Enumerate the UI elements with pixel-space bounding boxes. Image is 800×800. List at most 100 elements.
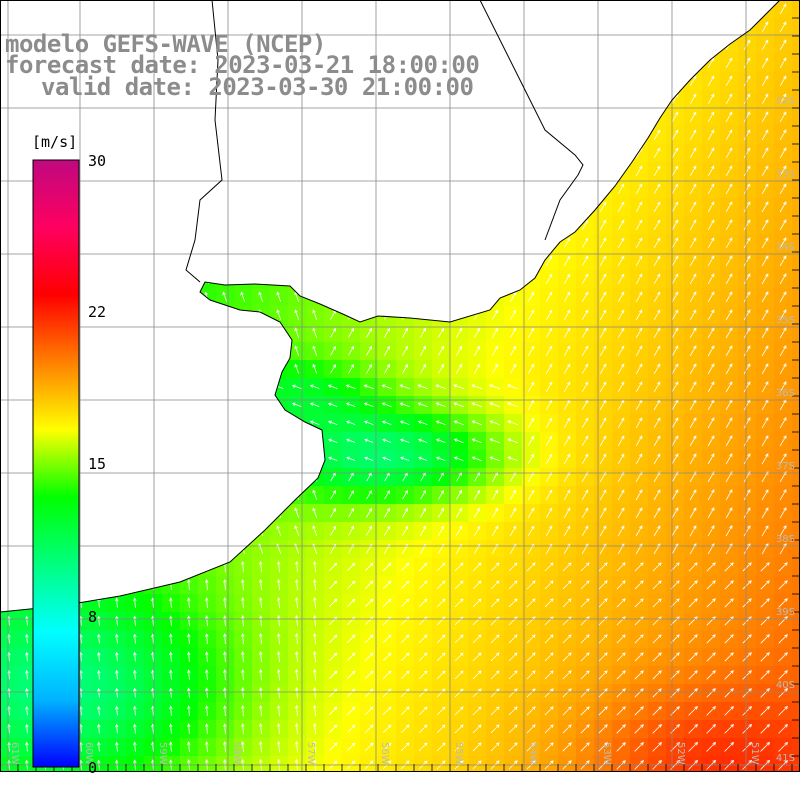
wind-arrow xyxy=(453,420,464,426)
wind-arrow xyxy=(598,742,608,752)
wind-arrow xyxy=(706,705,717,716)
wind-arrow xyxy=(420,489,426,500)
wind-arrow xyxy=(25,633,29,644)
wind-arrow xyxy=(707,507,715,519)
wind-arrow xyxy=(490,742,500,752)
wind-arrow xyxy=(563,363,571,375)
wind-arrow xyxy=(454,634,464,644)
wind-arrow xyxy=(418,670,428,680)
wind-arrow xyxy=(363,420,374,425)
colorbar xyxy=(32,159,80,768)
wind-arrow xyxy=(115,687,119,698)
wind-arrow xyxy=(187,579,191,591)
wind-arrow xyxy=(689,129,697,141)
wind-arrow xyxy=(258,291,264,302)
wind-arrow xyxy=(580,652,590,662)
wind-arrow xyxy=(598,598,608,608)
wind-arrow xyxy=(491,363,499,374)
wind-arrow xyxy=(133,669,137,680)
wind-arrow xyxy=(616,652,626,662)
lon-label: 57W xyxy=(305,742,316,765)
wind-arrow xyxy=(743,417,751,429)
wind-arrow xyxy=(418,688,428,698)
wind-arrow xyxy=(725,507,733,519)
wind-arrow xyxy=(187,597,191,608)
wind-arrow xyxy=(779,327,787,339)
wind-arrow xyxy=(489,402,501,408)
lat-label: 34S xyxy=(776,242,795,253)
wind-arrow xyxy=(312,614,317,627)
wind-cell xyxy=(450,756,469,772)
wind-arrow xyxy=(526,652,536,662)
lon-label: 58W xyxy=(231,742,242,765)
wind-arrow xyxy=(205,687,209,698)
wind-cell xyxy=(792,720,800,739)
wind-arrow xyxy=(742,562,752,572)
wind-arrow xyxy=(454,670,464,680)
wind-arrow xyxy=(527,525,535,537)
wind-arrow xyxy=(563,255,571,266)
wind-arrow xyxy=(436,724,446,734)
wind-cell xyxy=(792,702,800,721)
wind-arrow xyxy=(97,723,101,734)
wind-cell xyxy=(648,756,667,772)
wind-arrow xyxy=(309,402,320,407)
lat-label: 38S xyxy=(776,534,795,545)
wind-arrow xyxy=(779,309,787,321)
wind-arrow xyxy=(346,580,356,590)
wind-arrow xyxy=(689,381,697,393)
wind-arrow xyxy=(382,652,392,662)
wind-arrow xyxy=(294,686,299,699)
wind-arrow xyxy=(599,417,607,429)
wind-arrow xyxy=(779,165,787,177)
wind-arrow xyxy=(599,489,607,501)
wind-arrow xyxy=(348,327,355,338)
wind-arrow xyxy=(402,489,408,500)
wind-arrow xyxy=(312,363,318,374)
wind-arrow xyxy=(276,578,281,591)
wind-arrow xyxy=(276,686,281,699)
wind-arrow xyxy=(312,704,317,717)
wind-cell xyxy=(792,684,800,703)
wind-arrow xyxy=(617,453,625,465)
wind-arrow xyxy=(653,237,661,249)
wind-arrow xyxy=(671,417,679,429)
wind-arrow xyxy=(563,273,571,284)
wind-arrow xyxy=(545,507,553,519)
wind-arrow xyxy=(346,706,356,716)
wind-arrow xyxy=(598,706,608,716)
wind-arrow xyxy=(312,596,317,609)
wind-arrow xyxy=(507,384,519,390)
wind-arrow xyxy=(25,723,29,734)
wind-arrow xyxy=(223,615,227,627)
wind-arrow xyxy=(707,453,715,465)
wind-arrow xyxy=(294,525,300,537)
wind-arrow xyxy=(544,742,554,752)
wind-arrow xyxy=(508,562,518,572)
wind-arrow xyxy=(671,453,679,465)
wind-arrow xyxy=(617,435,625,447)
wind-arrow xyxy=(544,688,554,698)
wind-arrow xyxy=(345,402,356,407)
wind-arrow xyxy=(400,456,410,461)
wind-arrow xyxy=(688,634,698,644)
wind-arrow xyxy=(742,688,752,698)
wind-arrow xyxy=(364,562,374,572)
wind-arrow xyxy=(471,402,483,408)
wind-arrow xyxy=(761,201,769,213)
wind-arrow xyxy=(169,615,173,626)
wind-arrow xyxy=(689,111,697,123)
wind-arrow xyxy=(617,219,625,231)
wind-arrow xyxy=(743,219,751,231)
wind-arrow xyxy=(581,309,589,321)
wind-arrow xyxy=(276,704,281,717)
wind-arrow xyxy=(689,525,697,537)
wind-arrow xyxy=(653,507,661,519)
wind-arrow xyxy=(671,219,679,231)
wind-arrow xyxy=(133,723,137,734)
wind-arrow xyxy=(689,147,697,159)
wind-arrow xyxy=(346,742,356,752)
wind-cell xyxy=(792,162,800,181)
wind-arrow xyxy=(527,381,535,392)
wind-arrow xyxy=(527,453,535,464)
